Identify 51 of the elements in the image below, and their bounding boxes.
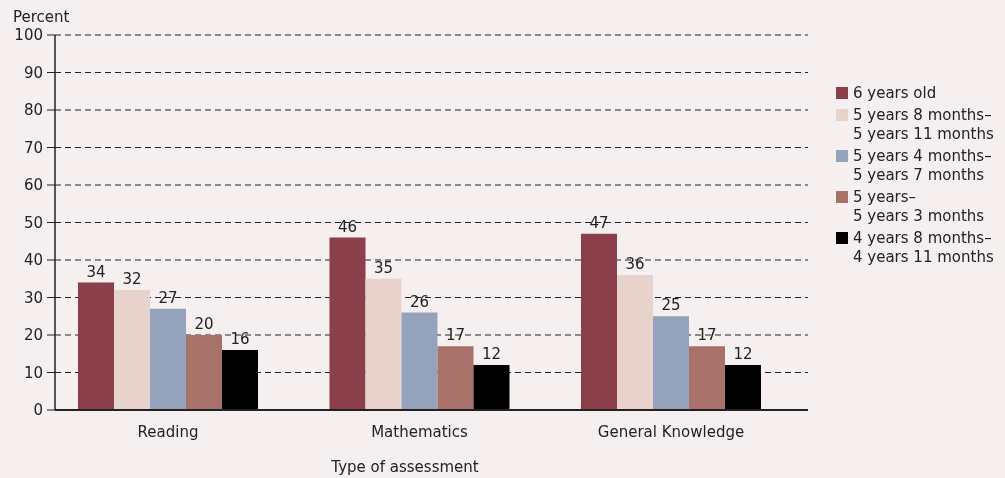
bar xyxy=(222,350,258,410)
bar xyxy=(473,365,510,410)
data-label: 25 xyxy=(661,296,681,315)
bar xyxy=(150,308,186,410)
x-tick-label: General Knowledge xyxy=(597,423,745,441)
legend-label: 6 years old xyxy=(853,84,937,102)
data-label: 35 xyxy=(373,258,394,277)
bar xyxy=(401,312,438,410)
data-label: 20 xyxy=(194,315,214,333)
y-tick-label: 20 xyxy=(23,326,43,344)
data-label: 26 xyxy=(409,292,430,311)
data-label: 12 xyxy=(481,345,502,363)
bar xyxy=(78,282,114,410)
data-label: 36 xyxy=(625,255,645,273)
bar xyxy=(725,365,761,410)
bar xyxy=(329,237,366,410)
y-tick-label: 70 xyxy=(23,138,43,157)
y-tick-label: 60 xyxy=(23,176,43,194)
x-axis-title: Type of assessment xyxy=(330,458,479,476)
bar xyxy=(617,275,653,410)
bar xyxy=(186,335,222,410)
data-label: 46 xyxy=(337,217,358,236)
y-tick-label: 0 xyxy=(33,401,43,419)
bar xyxy=(689,346,725,410)
bar xyxy=(653,316,689,410)
bar xyxy=(581,233,617,410)
bar xyxy=(114,290,150,410)
data-label: 16 xyxy=(230,330,250,348)
data-label: 17 xyxy=(697,326,717,345)
y-tick-label: 30 xyxy=(23,288,43,307)
data-label: 32 xyxy=(122,270,142,288)
data-label: 34 xyxy=(86,262,106,281)
legend-label: 5 years 4 months– 5 years 7 months xyxy=(853,147,992,184)
y-axis-title: Percent xyxy=(13,8,70,26)
y-tick-label: 80 xyxy=(23,101,43,119)
y-tick-label: 90 xyxy=(23,63,43,82)
y-tick-label: 40 xyxy=(23,251,43,269)
legend-label: 4 years 8 months– 4 years 11 months xyxy=(853,229,994,266)
data-label: 12 xyxy=(733,345,753,363)
x-tick-label: Mathematics xyxy=(371,423,469,441)
x-tick-label: Reading xyxy=(137,423,199,441)
bar xyxy=(437,346,474,410)
y-tick-label: 50 xyxy=(23,213,43,232)
legend-label: 5 years 8 months– 5 years 11 months xyxy=(853,106,994,143)
data-label: 47 xyxy=(589,213,609,232)
data-label: 17 xyxy=(445,326,466,345)
bar xyxy=(365,278,402,410)
legend-label: 5 years– 5 years 3 months xyxy=(853,188,985,225)
data-label: 27 xyxy=(158,288,178,307)
y-tick-label: 100 xyxy=(14,26,43,44)
y-tick-label: 10 xyxy=(23,363,43,382)
